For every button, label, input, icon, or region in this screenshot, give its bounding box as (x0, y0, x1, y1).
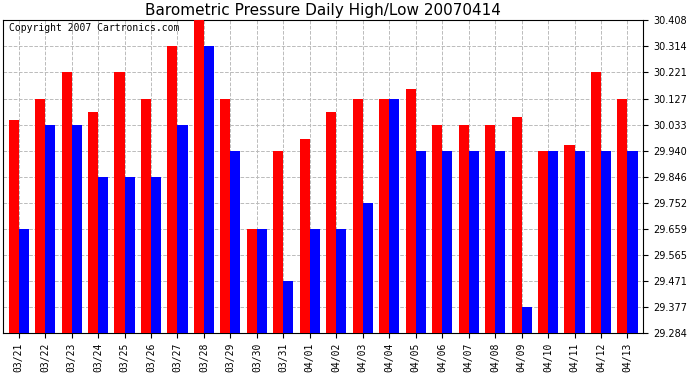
Bar (168, 46, 177, 333)
Bar (204, 46, 214, 333)
Bar (141, 99, 151, 333)
Bar (380, 99, 389, 333)
Bar (257, 229, 267, 333)
Text: Copyright 2007 Cartronics.com: Copyright 2007 Cartronics.com (9, 24, 179, 33)
Bar (35, 99, 45, 333)
Bar (284, 281, 293, 333)
Bar (548, 151, 558, 333)
Bar (591, 72, 601, 333)
Bar (564, 145, 575, 333)
Bar (98, 177, 108, 333)
Bar (230, 151, 241, 333)
Bar (406, 89, 415, 333)
Bar (45, 125, 55, 333)
Bar (442, 151, 452, 333)
Bar (432, 125, 442, 333)
Bar (459, 125, 469, 333)
Bar (124, 177, 135, 333)
Bar (522, 307, 532, 333)
Bar (8, 120, 19, 333)
Bar (469, 151, 479, 333)
Bar (19, 229, 29, 333)
Bar (177, 125, 188, 333)
Bar (601, 151, 611, 333)
Bar (389, 99, 400, 333)
Bar (151, 177, 161, 333)
Bar (353, 99, 363, 333)
Bar (88, 112, 98, 333)
Bar (115, 72, 124, 333)
Bar (247, 229, 257, 333)
Bar (627, 151, 638, 333)
Bar (538, 151, 548, 333)
Bar (363, 203, 373, 333)
Bar (336, 229, 346, 333)
Bar (273, 151, 284, 333)
Bar (310, 229, 320, 333)
Bar (326, 112, 336, 333)
Bar (220, 99, 230, 333)
Bar (618, 99, 627, 333)
Bar (415, 151, 426, 333)
Bar (485, 125, 495, 333)
Bar (575, 151, 584, 333)
Bar (299, 140, 310, 333)
Bar (72, 125, 81, 333)
Bar (495, 151, 505, 333)
Bar (61, 72, 72, 333)
Bar (511, 117, 522, 333)
Title: Barometric Pressure Daily High/Low 20070414: Barometric Pressure Daily High/Low 20070… (145, 3, 501, 18)
Bar (194, 20, 204, 333)
